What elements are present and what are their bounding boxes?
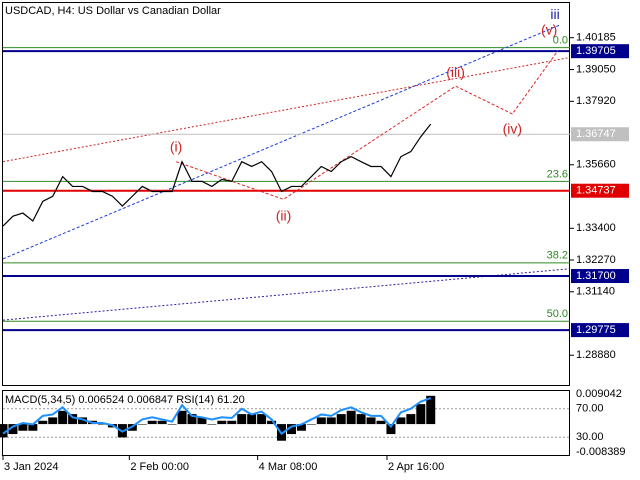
level-box — [571, 127, 629, 142]
macd-bar — [217, 420, 227, 425]
level-label: 1.39705 — [576, 45, 616, 57]
macd-bar — [8, 424, 18, 435]
macd-bar — [426, 395, 436, 425]
level-label: 1.31700 — [576, 270, 616, 282]
macd-bar — [197, 417, 207, 425]
channel-line — [2, 268, 571, 321]
x-tick-label: 3 Jan 2024 — [4, 461, 58, 473]
fibo-level: 38.2 — [547, 250, 568, 262]
macd-bar — [366, 417, 376, 425]
macd-bar — [356, 414, 366, 425]
level-label: 1.36747 — [576, 128, 616, 140]
macd-bar — [48, 417, 58, 425]
level-label: 1.34737 — [576, 185, 616, 197]
macd-bar — [316, 417, 326, 425]
channel-line — [2, 24, 561, 260]
macd-bar — [336, 414, 346, 425]
macd-bar — [28, 424, 38, 431]
macd-bar — [187, 414, 197, 425]
y-tick-label: 1.39050 — [576, 63, 616, 75]
price-pane — [2, 2, 570, 386]
macd-bar — [227, 420, 237, 425]
indicator-title: MACD(5,34,5) 0.006524 0.006847 RSI(14) 6… — [5, 394, 245, 406]
level-box — [571, 44, 629, 59]
macd-bar — [237, 414, 247, 425]
macd-bar — [306, 424, 316, 425]
level-box — [571, 269, 629, 284]
fibo-level: 23.6 — [547, 168, 568, 180]
fibo-level: 0.0 — [553, 35, 568, 47]
macd-bar — [296, 424, 306, 431]
wave-label: iii — [550, 6, 559, 22]
macd-bar — [386, 424, 396, 435]
y-tick-label: -0.008389 — [576, 446, 626, 458]
macd-bar — [396, 417, 406, 425]
level-box — [571, 323, 629, 338]
macd-bar — [147, 420, 157, 425]
y-tick-label: 1.33400 — [576, 222, 616, 234]
level-label: 1.29775 — [576, 324, 616, 336]
y-tick-label: 1.35660 — [576, 159, 616, 171]
y-tick-label: 1.31140 — [576, 286, 615, 298]
macd-bar — [376, 420, 386, 425]
price-line — [2, 123, 432, 227]
macd-bar — [267, 420, 277, 425]
macd-bar — [207, 424, 217, 425]
macd-bar — [346, 410, 356, 425]
y-tick-label: 1.37920 — [576, 95, 616, 107]
macd-bar — [0, 424, 8, 438]
macd-bar — [97, 424, 107, 425]
y-tick-label: 0.009042 — [576, 388, 622, 400]
chart-title: USDCAD, H4: US Dollar vs Canadian Dollar — [5, 5, 221, 17]
y2-tick-label: 70.00 — [576, 403, 604, 415]
y-tick-label: 1.32270 — [576, 254, 616, 266]
level-box — [571, 183, 629, 198]
channel-line — [2, 56, 571, 163]
y2-tick-label: 30.00 — [576, 431, 604, 443]
macd-bar — [58, 410, 68, 425]
macd-bar — [326, 417, 336, 425]
macd-bar — [137, 424, 147, 425]
fibo-level: 50.0 — [547, 308, 568, 320]
macd-bar — [18, 424, 28, 431]
x-tick-label: 4 Mar 08:00 — [259, 461, 318, 473]
y-tick-label: 1.40185 — [576, 32, 616, 44]
macd-bar — [157, 420, 167, 425]
macd-bar — [406, 414, 416, 425]
indicator-pane — [2, 390, 570, 456]
macd-bar — [177, 410, 187, 425]
forecast-path — [175, 50, 559, 200]
wave-label: (iii) — [446, 64, 465, 80]
rsi-line — [2, 397, 432, 436]
wave-label: (i) — [170, 138, 182, 154]
macd-bar — [68, 414, 78, 425]
x-tick-label: 2 Feb 00:00 — [130, 461, 189, 473]
macd-bar — [257, 414, 267, 425]
x-tick-label: 2 Apr 16:00 — [388, 461, 444, 473]
macd-bar — [78, 417, 88, 425]
macd-bar — [167, 424, 177, 425]
wave-label: (iv) — [503, 121, 522, 137]
macd-bar — [38, 420, 48, 425]
macd-bar — [416, 404, 426, 425]
wave-label: (v) — [541, 22, 557, 38]
macd-bar — [286, 424, 296, 435]
y-tick-label: 1.28880 — [576, 349, 616, 361]
macd-bar — [247, 414, 257, 425]
wave-label: (ii) — [276, 208, 292, 224]
